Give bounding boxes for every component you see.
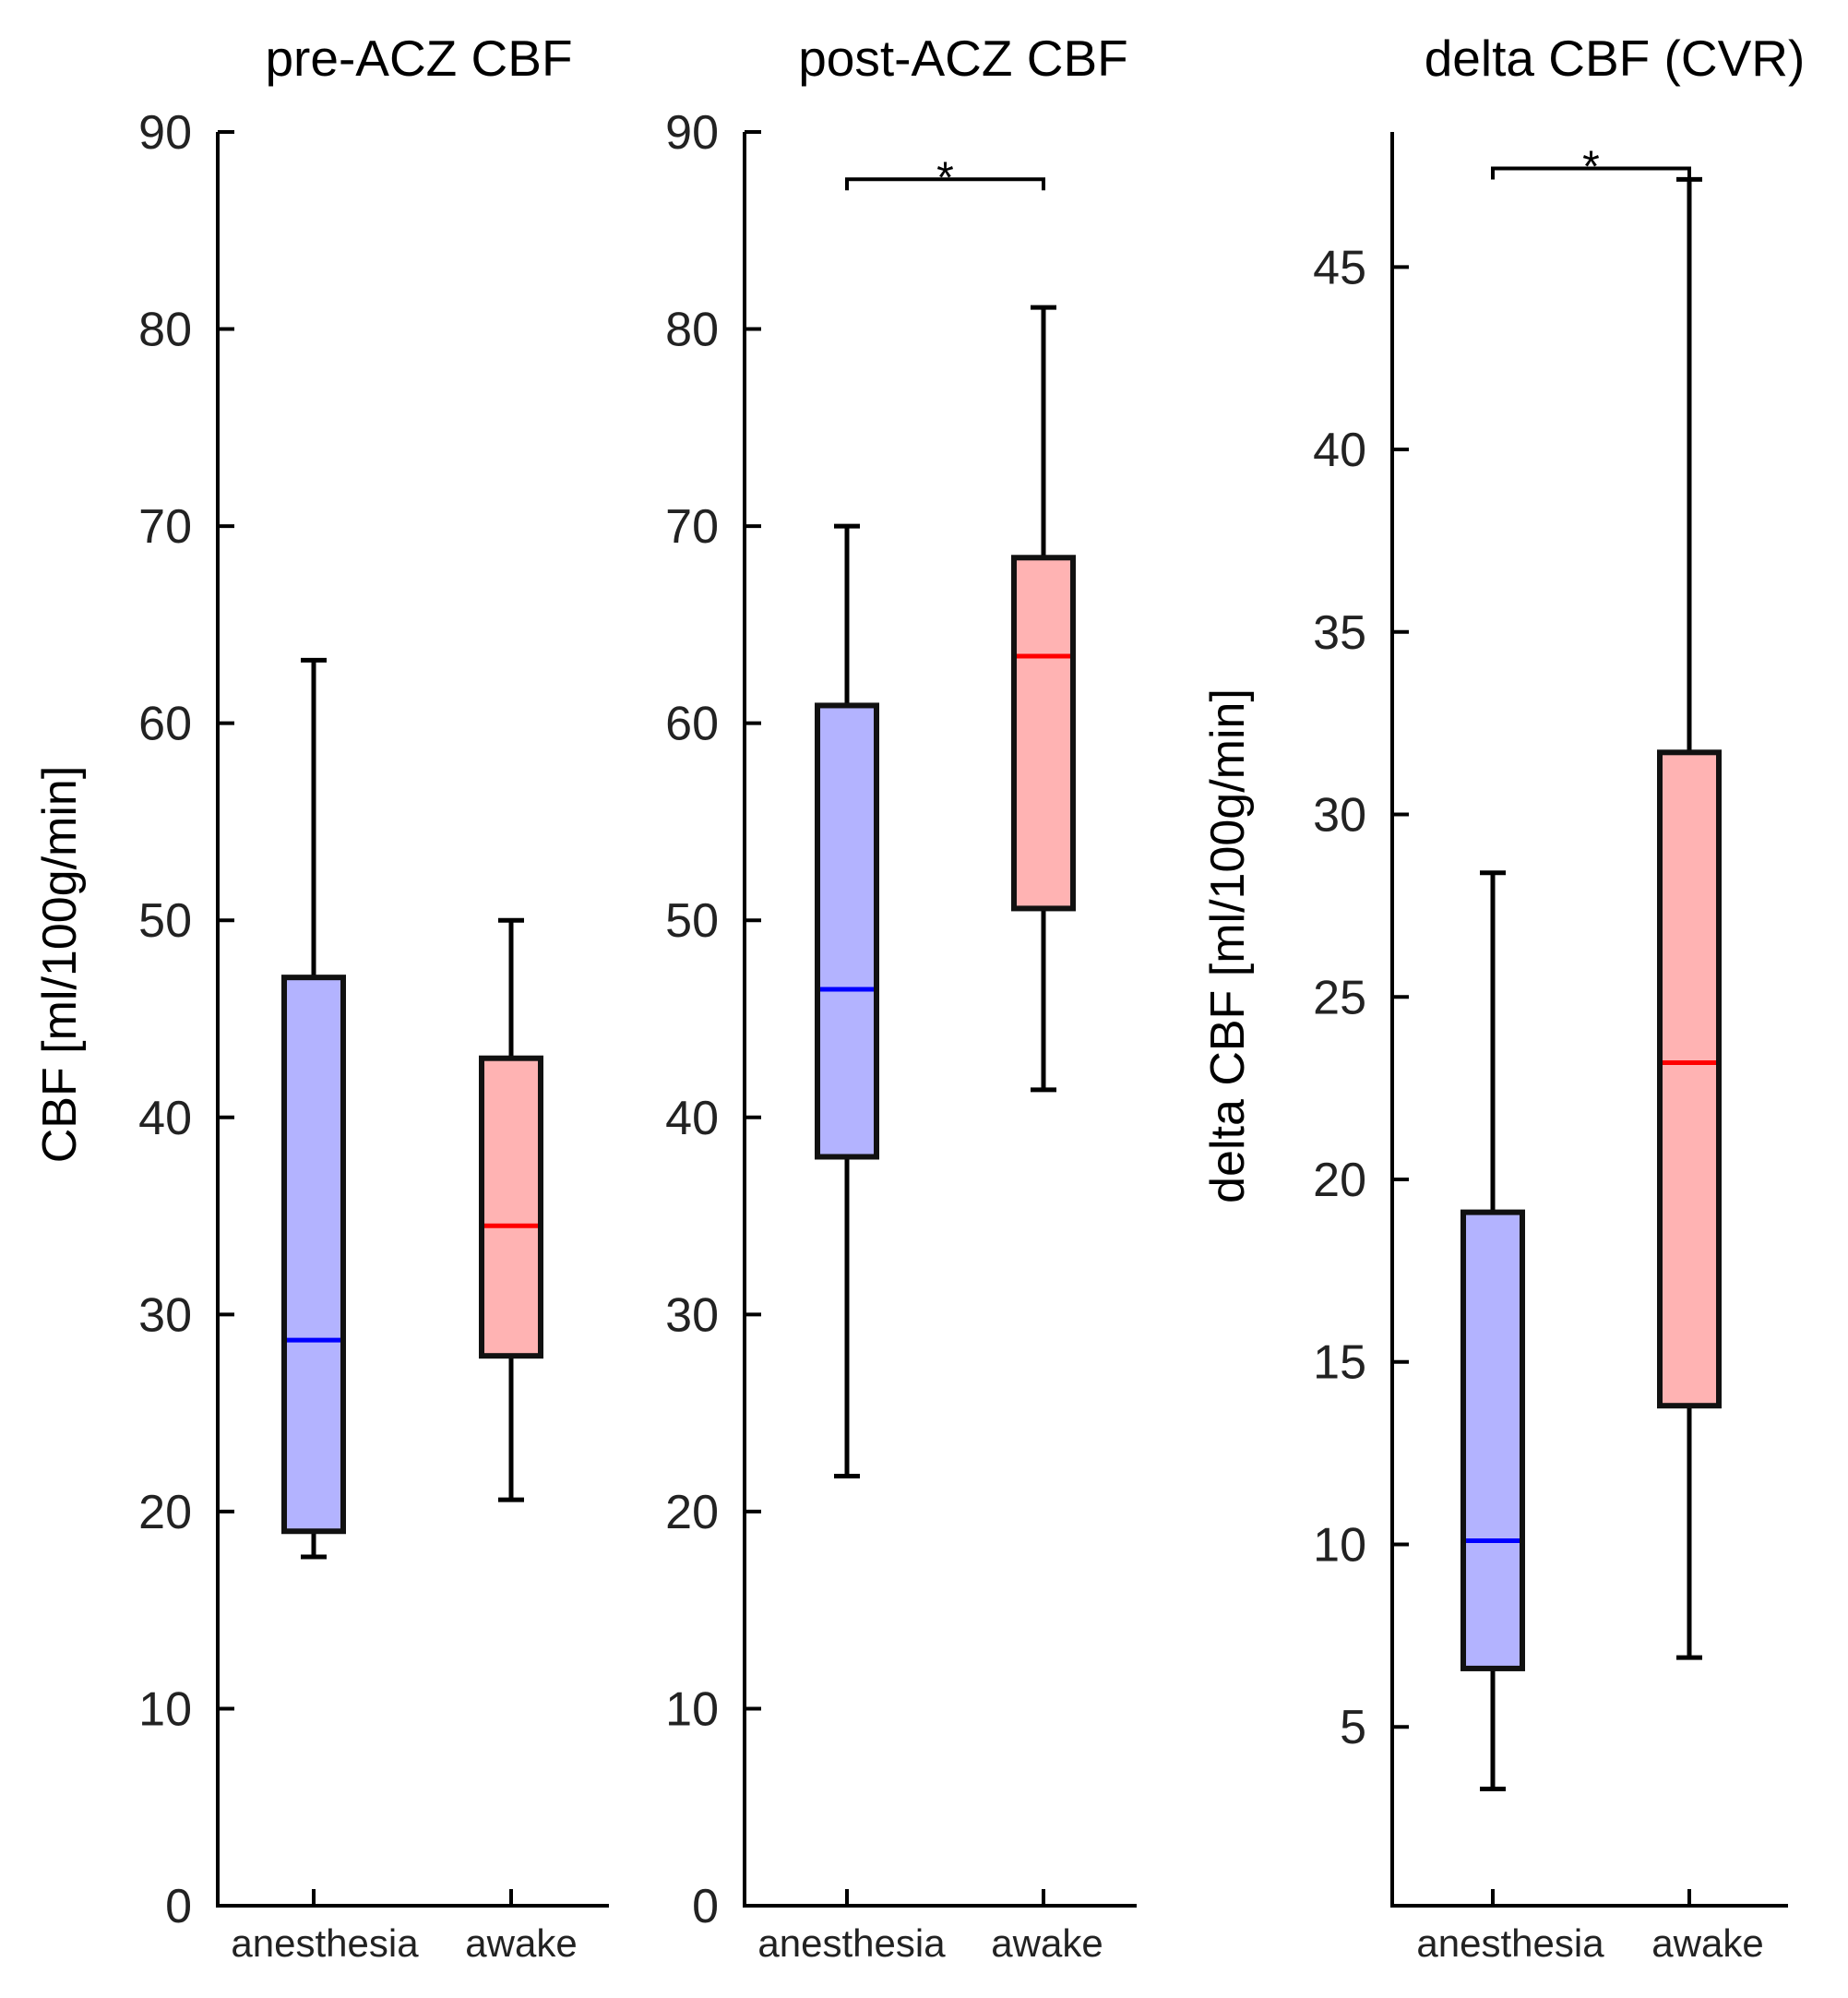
box-iqr [1011,555,1076,912]
x-tick-label: awake [1651,1921,1763,1965]
y-tick-label: 10 [1313,1518,1366,1572]
y-tick-label: 35 [1313,606,1366,660]
y-tick-label: 50 [665,894,719,948]
x-tick-label: awake [991,1921,1103,1965]
significance-marker: * [1582,143,1600,192]
y-tick-label: 10 [665,1682,719,1736]
significance-bracket: * [1491,143,1691,192]
y-tick-label: 20 [1313,1154,1366,1207]
box-iqr [479,1055,543,1359]
y-tick-label: 0 [692,1880,719,1933]
y-tick-label: 70 [665,500,719,554]
panel-delta-cbf: delta CBF (CVR) delta CBF [ml/100g/min] … [1201,30,1805,1965]
axes: 0 10 20 30 40 50 60 70 80 90 anesthesia awake [665,106,1137,1965]
box-iqr [281,975,346,1535]
chart-title: delta CBF (CVR) [1425,30,1806,87]
axes: 0 10 20 30 40 50 60 70 80 90 anesthesia awake [138,106,609,1965]
chart-title: pre-ACZ CBF [265,30,572,87]
y-tick-label: 30 [665,1288,719,1342]
y-tick-label: 40 [1313,424,1366,477]
x-tick-label: anesthesia [1416,1921,1604,1965]
box-awake [1657,176,1722,1660]
panel-pre-acz: pre-ACZ CBF CBF [ml/100g/min] 0 10 20 30 40 5… [33,30,609,1965]
y-tick-label: 40 [665,1092,719,1145]
significance-bracket-line [845,177,1045,191]
axes: 5 10 15 20 25 30 35 40 45 anesthesia awake [1313,132,1788,1965]
y-axis-label: delta CBF [ml/100g/min] [1201,688,1255,1203]
y-tick-label: 60 [138,698,192,751]
y-tick-label: 15 [1313,1336,1366,1390]
y-tick-label: 60 [665,698,719,751]
box-group [815,305,1076,1478]
y-tick-label: 20 [665,1486,719,1539]
significance-bracket: * [845,153,1045,202]
box-awake [1011,305,1076,1093]
y-tick-label: 80 [665,304,719,357]
box-iqr [815,702,879,1160]
x-tick-label: anesthesia [231,1921,419,1965]
box-awake [479,917,543,1502]
box-anesthesia [1461,870,1525,1791]
box-anesthesia [815,523,879,1478]
y-tick-label: 40 [138,1092,192,1145]
y-tick-label: 50 [138,894,192,948]
y-tick-label: 0 [165,1880,192,1933]
y-tick-label: 25 [1313,971,1366,1024]
box-anesthesia [281,657,346,1560]
x-tick-label: anesthesia [757,1921,946,1965]
y-tick-label: 10 [138,1682,192,1736]
box-iqr [1461,1209,1525,1671]
y-tick-label: 90 [138,106,192,160]
panel-post-acz: post-ACZ CBF 0 10 20 30 40 50 60 70 80 90 anesthes… [665,30,1137,1965]
y-tick-label: 30 [1313,789,1366,843]
y-tick-label: 45 [1313,241,1366,294]
box-iqr [1657,749,1722,1409]
y-tick-label: 70 [138,500,192,554]
significance-bracket-line [1491,166,1691,180]
y-axis-label: CBF [ml/100g/min] [33,766,87,1164]
y-tick-label: 80 [138,304,192,357]
box-group [281,657,543,1560]
x-tick-label: awake [465,1921,577,1965]
y-tick-label: 90 [665,106,719,160]
significance-marker: * [936,153,954,202]
y-tick-label: 30 [138,1288,192,1342]
y-tick-label: 5 [1340,1701,1366,1754]
box-group [1461,176,1722,1791]
chart-title: post-ACZ CBF [798,30,1128,87]
y-tick-label: 20 [138,1486,192,1539]
